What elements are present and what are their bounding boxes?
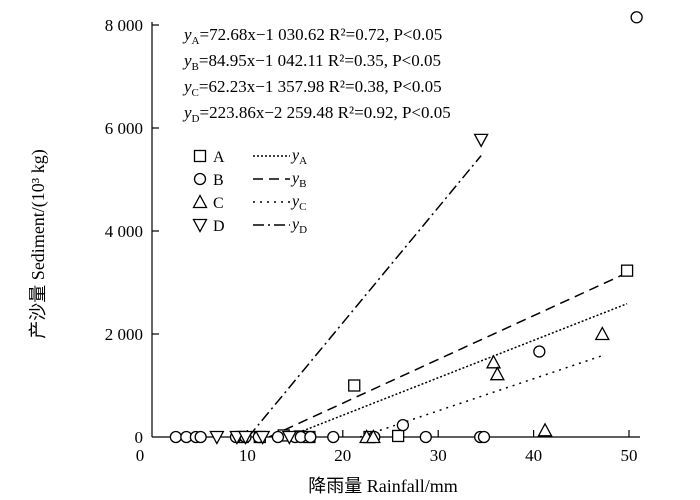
legend-marker-d [192, 218, 208, 233]
point-b [194, 430, 207, 444]
point-d [255, 430, 271, 445]
fit-line-yd [247, 155, 482, 438]
legend-marker-c [192, 194, 208, 209]
x-tick-label: 20 [334, 446, 351, 465]
point-a [348, 379, 361, 392]
point-b [630, 11, 643, 24]
equation-d: yD=223.86x−2 259.48 R²=0.92, P<0.05 [182, 103, 451, 125]
point-b [169, 430, 183, 444]
point-b [271, 430, 285, 444]
legend-marker-b [193, 172, 207, 186]
legend-label-c: C [213, 195, 224, 212]
fit-lines [247, 155, 628, 438]
point-b [327, 430, 340, 444]
fit-line-ya [287, 302, 628, 438]
equation-c: yC=62.23x−1 357.98 R²=0.38, P<0.05 [182, 77, 442, 99]
point-a [391, 429, 405, 443]
point-c [365, 429, 381, 444]
point-d [209, 430, 225, 445]
x-tick-label: 30 [430, 446, 447, 465]
point-d [473, 133, 489, 148]
x-tick-label: 10 [239, 446, 256, 465]
legend-label-a: A [213, 149, 225, 166]
y-tick-label: 8 000 [105, 16, 143, 35]
x-axis-label: 降雨量 Rainfall/mm [308, 476, 457, 496]
legend-marker-a [193, 149, 207, 163]
y-tick-label: 4 000 [105, 222, 143, 241]
point-c [485, 354, 502, 369]
y-tick-label: 6 000 [105, 119, 143, 138]
y-axis-label: 产沙量 Sediment/(10³ kg) [28, 149, 49, 338]
data-points [169, 11, 643, 445]
point-d [237, 430, 254, 445]
point-d [281, 430, 297, 445]
point-b [533, 345, 546, 358]
x-tick-label: 0 [136, 446, 145, 465]
point-b [419, 430, 432, 444]
y-tick-label: 2 000 [105, 325, 143, 344]
point-c [489, 366, 505, 381]
legend-label-b: B [213, 172, 224, 189]
legend-line-label-a: yA [290, 147, 307, 167]
point-b [304, 430, 317, 444]
x-tick-label: 40 [525, 446, 542, 465]
equation-a: yA=72.68x−1 030.62 R²=0.72, P<0.05 [182, 25, 442, 47]
equation-b: yB=84.95x−1 042.11 R²=0.35, P<0.05 [182, 51, 441, 73]
fit-line-yc [359, 354, 603, 438]
legend-label-d: D [213, 218, 225, 235]
point-c [594, 326, 610, 341]
x-tick-label: 50 [621, 446, 638, 465]
legend-line-label-b: yB [290, 170, 306, 190]
equations-block: yA=72.68x−1 030.62 R²=0.72, P<0.05 yB=84.… [182, 25, 451, 125]
point-b [396, 419, 410, 432]
y-tick-label: 0 [135, 428, 144, 447]
fit-line-yb [269, 272, 628, 438]
point-b [477, 430, 491, 444]
legend-line-label-d: yD [290, 216, 307, 236]
point-a [620, 264, 634, 277]
point-c [537, 422, 553, 437]
legend-line-label-c: yC [290, 193, 306, 213]
